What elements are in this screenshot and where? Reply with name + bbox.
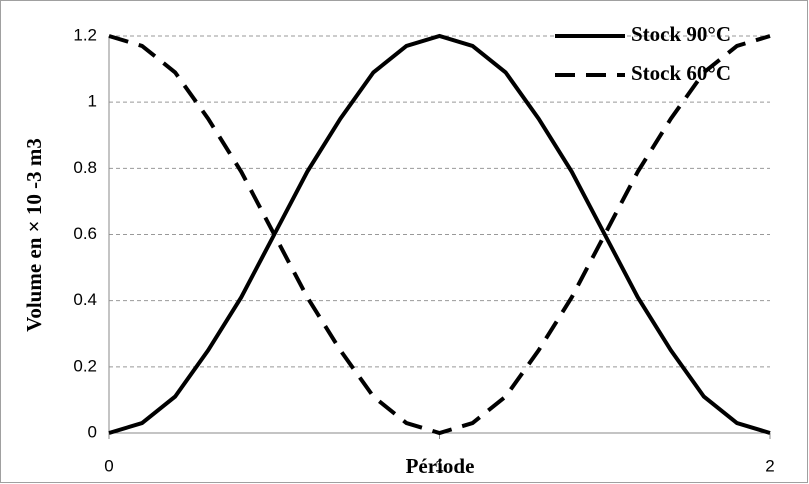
- legend-label: Stock 60°C: [631, 61, 731, 85]
- legend-label: Stock 90°C: [631, 22, 731, 46]
- y-tick-label: 1: [88, 92, 97, 111]
- y-tick-label: 0: [88, 422, 97, 441]
- x-axis-label: Période: [406, 454, 475, 478]
- y-axis-label: Volume en × 10 -3 m3: [22, 138, 46, 332]
- y-tick-label: 1.2: [73, 25, 97, 44]
- series-line: [108, 33, 771, 435]
- x-tick-label: 2: [765, 456, 774, 475]
- x-tick-label: 0: [104, 456, 113, 475]
- y-tick-label: 0.6: [73, 224, 97, 243]
- x-tick-label: 1: [435, 456, 444, 475]
- y-tick-label: 0.4: [73, 290, 97, 309]
- y-tick-label: 0.8: [73, 158, 97, 177]
- series-line: [108, 34, 771, 436]
- y-tick-label: 0.2: [73, 356, 97, 375]
